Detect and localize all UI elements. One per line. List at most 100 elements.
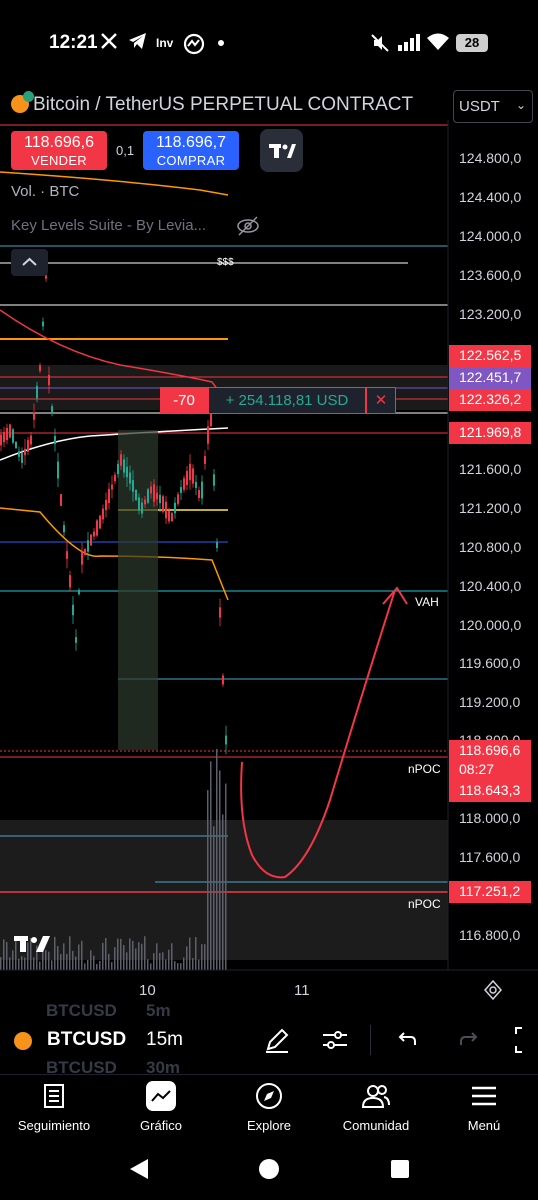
candle-body [138, 497, 140, 511]
investing-icon: Inv [156, 36, 174, 50]
band-curve [0, 507, 229, 601]
price-tick: 124.400,0 [459, 189, 522, 205]
candle-body [114, 474, 116, 482]
symbol-selector[interactable]: BTCUSD [47, 1029, 127, 1050]
price-tick: 120.000,0 [459, 617, 522, 633]
price-tick: 119.600,0 [459, 655, 521, 671]
eye-off-icon[interactable] [236, 214, 260, 243]
volume-bar [171, 943, 173, 970]
volume-bar [57, 946, 59, 970]
volume-bar [24, 957, 26, 970]
currency-select[interactable]: USDT ⌄ [453, 90, 533, 123]
buy-button[interactable]: 118.696,7 COMPRAR [143, 131, 239, 170]
indicator-settings-icon[interactable] [320, 1025, 350, 1055]
candle-body [93, 531, 95, 537]
volume-bar [15, 936, 17, 970]
candle-body [39, 365, 41, 371]
candle-body [171, 512, 173, 522]
volume-bar [201, 944, 203, 970]
volume-bar [189, 937, 191, 970]
volume-bar [33, 957, 35, 970]
candle-body [33, 412, 35, 420]
nav-watchlist[interactable]: Seguimiento [4, 1080, 104, 1133]
volume-bar [177, 963, 179, 970]
volume-bar [153, 953, 155, 970]
status-bar: 12:21 Inv 28 [0, 0, 538, 86]
volume-bar [174, 961, 176, 970]
position-pnl[interactable]: + 254.118,81 USD [208, 387, 366, 414]
back-icon[interactable] [128, 1158, 150, 1180]
volume-bar [216, 748, 218, 970]
candle-body [141, 502, 143, 514]
chart-canvas[interactable] [0, 120, 538, 1010]
fullscreen-icon[interactable] [514, 1025, 538, 1055]
nav-community[interactable]: Comunidad [326, 1080, 426, 1133]
price-label: 122.562,5 [449, 345, 531, 367]
volume-bar [183, 957, 185, 970]
tradingview-logo-button[interactable] [260, 129, 303, 172]
price-tick: 120.800,0 [459, 539, 522, 555]
volume-bar [9, 957, 11, 970]
tradingview-watermark-icon [14, 934, 54, 959]
time-tick: 10 [139, 982, 156, 999]
candle-body [222, 675, 224, 685]
recents-icon[interactable] [390, 1159, 410, 1179]
candle-body [135, 489, 137, 501]
close-position-button[interactable]: ✕ [366, 387, 396, 414]
collapse-legend-button[interactable] [11, 249, 48, 276]
candle-body [63, 525, 65, 533]
volume-legend[interactable]: Vol. · BTC [11, 183, 80, 200]
nav-chart[interactable]: Gráfico [111, 1080, 211, 1133]
candle-body [210, 414, 212, 426]
candle-body [198, 490, 200, 498]
dollar-marker: $$$ [217, 257, 234, 268]
x-icon [100, 32, 118, 55]
volume-bar [204, 944, 206, 970]
timeframe-selector[interactable]: 15m [146, 1029, 183, 1050]
candle-body [57, 461, 59, 479]
nav-explore[interactable]: Explore [219, 1080, 319, 1133]
chart-settings-icon[interactable] [482, 979, 504, 1006]
volume-bar [54, 936, 56, 970]
tradingview-icon [183, 33, 205, 60]
sell-button[interactable]: 118.696,6 VENDER [11, 131, 107, 170]
volume-bar [225, 783, 227, 970]
volume-bar [117, 938, 119, 970]
wifi-icon [427, 33, 449, 56]
pencil-icon[interactable] [262, 1025, 292, 1055]
candle-body [27, 440, 29, 452]
candle-body [3, 431, 5, 443]
volume-bar [96, 963, 98, 970]
volume-bar [105, 937, 107, 970]
price-tick: 118.000,0 [459, 810, 521, 826]
volume-bar [93, 955, 95, 970]
volume-bar [90, 950, 92, 970]
volume-bar [198, 959, 200, 970]
bottom-navigation [0, 1074, 538, 1144]
candle-body [87, 540, 89, 552]
drawn-arrow [240, 589, 396, 879]
volume-bar [78, 944, 80, 970]
home-icon[interactable] [258, 1158, 280, 1180]
volume-bar [159, 952, 161, 970]
candle-body [144, 499, 146, 505]
dot-icon [218, 40, 224, 46]
volume-bar [60, 953, 62, 970]
candle-body [105, 499, 107, 511]
position-quantity[interactable]: -70 [160, 387, 208, 414]
indicator-legend[interactable]: Key Levels Suite - By Levia... [11, 217, 207, 234]
candle-body [174, 502, 176, 514]
volume-bar [222, 814, 224, 970]
vah-label: VAH [415, 595, 439, 609]
candle-body [195, 482, 197, 488]
candle-body [24, 448, 26, 456]
nav-menu[interactable]: Menú [434, 1080, 534, 1133]
undo-icon[interactable] [392, 1025, 422, 1055]
tradingview-logo-icon [269, 144, 296, 158]
hamburger-menu-icon [434, 1080, 534, 1112]
candle-body [219, 607, 221, 618]
volume-bar [135, 948, 137, 970]
symbol-title[interactable]: Bitcoin / TetherUS PERPETUAL CONTRACT [11, 91, 413, 116]
redo-icon[interactable] [454, 1025, 484, 1055]
volume-bar [42, 945, 44, 970]
